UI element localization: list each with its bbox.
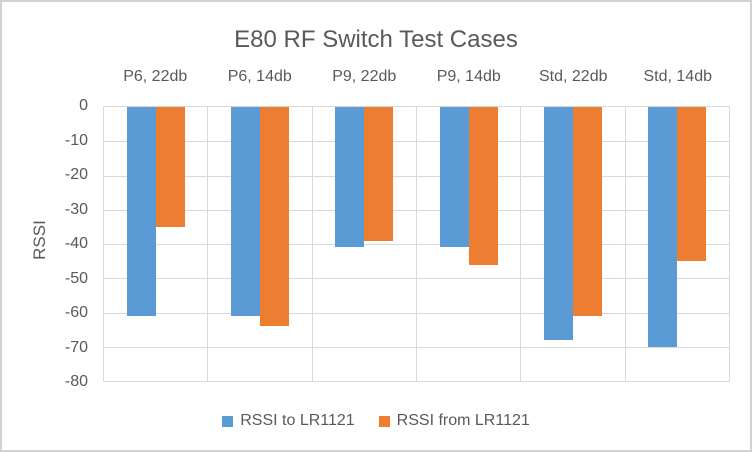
bar-group (313, 107, 417, 381)
bar-group (104, 107, 209, 381)
category-label: P9, 22db (332, 68, 397, 85)
y-axis-tick-labels: 0 -10 -20 -30 -40 -50 -60 -70 -80 (2, 97, 88, 390)
bar-pair (313, 107, 416, 381)
category-label: Std, 22db (539, 68, 608, 85)
bar-rssi-to-lr1121[interactable] (335, 107, 365, 248)
bar-group (521, 107, 626, 381)
bar-rssi-from-lr1121[interactable] (677, 107, 707, 262)
category-label: P6, 22db (123, 68, 188, 85)
category-label: P6, 14db (227, 68, 292, 85)
y-tick-label: 0 (79, 97, 88, 114)
plot-area (103, 106, 730, 382)
bar-group (208, 107, 313, 381)
legend-label: RSSI from LR1121 (396, 412, 530, 429)
bar-pair (208, 107, 311, 381)
y-tick-label: -30 (64, 200, 88, 218)
y-tick-label: -50 (64, 269, 88, 287)
legend-item-rssi-from-lr1121: RSSI from LR1121 (378, 412, 530, 430)
bar-rssi-from-lr1121[interactable] (572, 107, 602, 316)
legend-swatch-orange-icon (378, 415, 390, 427)
y-axis-title: RSSI (30, 220, 49, 260)
bar-rssi-to-lr1121[interactable] (648, 107, 678, 347)
bar-group (417, 107, 522, 381)
bar-rssi-from-lr1121[interactable] (468, 107, 498, 265)
y-tick-label: -20 (64, 166, 88, 183)
legend-swatch-blue-icon (222, 415, 234, 427)
bar-rssi-to-lr1121[interactable] (543, 107, 573, 340)
category-axis-labels: P6, 22db P6, 14db P9, 22db P9, 14db Std, 22d… (103, 62, 730, 92)
category-label: P9, 14db (436, 68, 501, 85)
bar-rssi-to-lr1121[interactable] (126, 107, 156, 316)
bar-groups (104, 107, 729, 381)
bar-pair (104, 107, 207, 381)
bar-rssi-to-lr1121[interactable] (439, 107, 469, 248)
y-tick-label: -80 (64, 373, 88, 390)
chart-title: E80 RF Switch Test Cases (234, 26, 518, 53)
y-tick-label: -10 (64, 131, 88, 149)
bar-pair (626, 107, 729, 381)
bar-group (626, 107, 729, 381)
y-tick-label: -40 (64, 235, 88, 252)
bar-pair (521, 107, 624, 381)
bar-rssi-from-lr1121[interactable] (155, 107, 185, 227)
bar-pair (417, 107, 520, 381)
bar-rssi-to-lr1121[interactable] (230, 107, 260, 316)
y-tick-label: -60 (64, 304, 88, 321)
bar-rssi-from-lr1121[interactable] (259, 107, 289, 327)
category-label: Std, 14db (643, 68, 713, 85)
y-tick-label: -70 (64, 338, 88, 356)
legend: RSSI to LR1121 RSSI from LR1121 (2, 412, 750, 430)
legend-label: RSSI to LR1121 (240, 412, 355, 429)
bar-rssi-from-lr1121[interactable] (364, 107, 394, 241)
legend-item-rssi-to-lr1121: RSSI to LR1121 (222, 412, 355, 430)
